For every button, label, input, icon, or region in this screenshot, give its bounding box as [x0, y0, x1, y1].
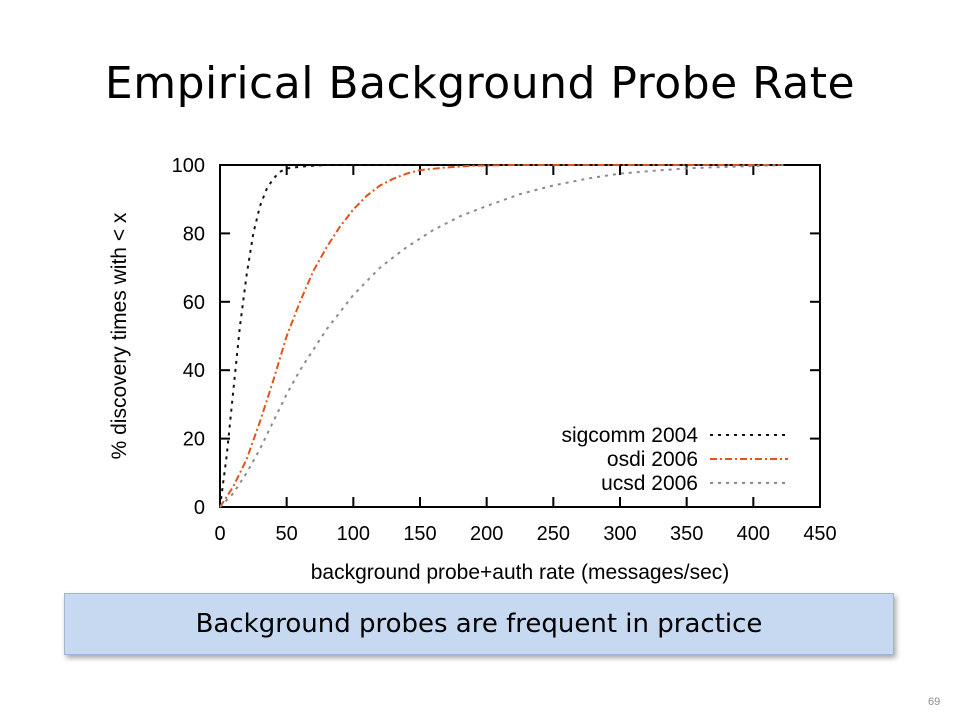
slide-title: Empirical Background Probe Rate [104, 58, 856, 109]
x-tick-label: 400 [737, 523, 770, 545]
x-tick-label: 150 [403, 523, 436, 545]
x-tick-label: 300 [603, 523, 636, 545]
legend-label-1: sigcomm 2004 [561, 424, 698, 447]
x-axis-label: background probe+auth rate (messages/sec… [311, 561, 730, 584]
x-tick-label: 0 [214, 523, 225, 545]
page-number: 69 [928, 696, 941, 708]
callout-box: Background probes are frequent in practi… [64, 593, 894, 655]
plot-frame [219, 164, 821, 508]
x-tick-label: 350 [670, 523, 703, 545]
callout-text: Background probes are frequent in practi… [195, 609, 763, 639]
y-tick-label: 60 [183, 292, 205, 314]
series-line-2 [219, 164, 780, 508]
x-tick-label: 450 [803, 523, 836, 545]
y-tick-label: 80 [183, 223, 205, 245]
y-tick-label: 0 [194, 497, 205, 519]
y-tick-label: 100 [172, 155, 205, 177]
legend-label-3: ucsd 2006 [601, 472, 698, 495]
x-tick-label: 100 [337, 523, 370, 545]
y-axis-label: % discovery times with < x [108, 212, 131, 459]
x-tick-label: 200 [470, 523, 503, 545]
legend-label-2: osdi 2006 [607, 448, 698, 471]
y-tick-label: 40 [183, 360, 205, 382]
series-line-1 [219, 164, 780, 508]
y-tick-label: 20 [183, 429, 205, 451]
x-tick-label: 50 [276, 523, 298, 545]
series-line-3 [219, 164, 787, 508]
x-tick-label: 250 [537, 523, 570, 545]
